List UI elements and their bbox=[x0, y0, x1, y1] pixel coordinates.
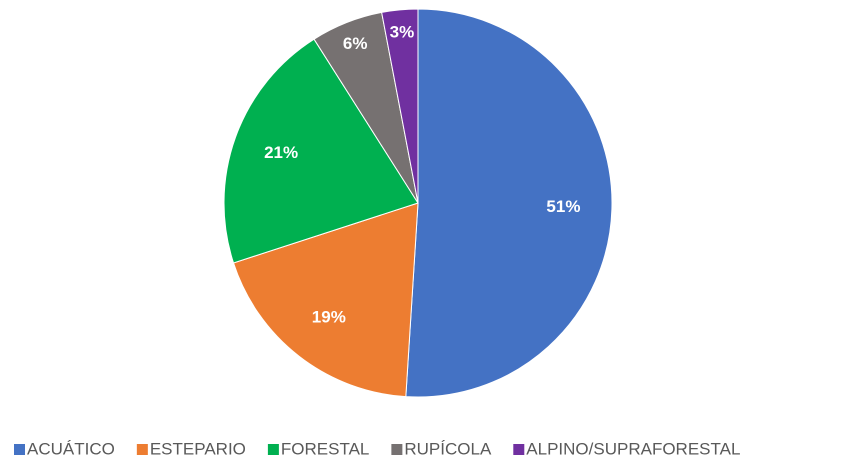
legend-label: ESTEPARIO bbox=[150, 439, 246, 458]
legend-swatch bbox=[513, 444, 525, 455]
legend-swatch bbox=[267, 444, 279, 455]
data-label: 51% bbox=[546, 197, 580, 216]
legend-label: RUPÍCOLA bbox=[404, 439, 492, 458]
pie-slice bbox=[381, 8, 419, 204]
data-label: 21% bbox=[264, 143, 298, 162]
legend-swatch bbox=[14, 444, 25, 455]
legend-swatch bbox=[136, 444, 148, 455]
pie-slice bbox=[223, 38, 419, 264]
pie-slice bbox=[405, 8, 613, 398]
data-label: 3% bbox=[390, 23, 415, 42]
legend-label: ACUÁTICO bbox=[27, 439, 115, 458]
legend-label: ALPINO/SUPRAFORESTAL bbox=[526, 439, 740, 458]
legend-swatch bbox=[391, 444, 403, 455]
legend-label: FORESTAL bbox=[281, 439, 369, 458]
data-label: 19% bbox=[312, 307, 346, 326]
pie-slice bbox=[232, 202, 419, 398]
data-label: 6% bbox=[343, 34, 368, 53]
